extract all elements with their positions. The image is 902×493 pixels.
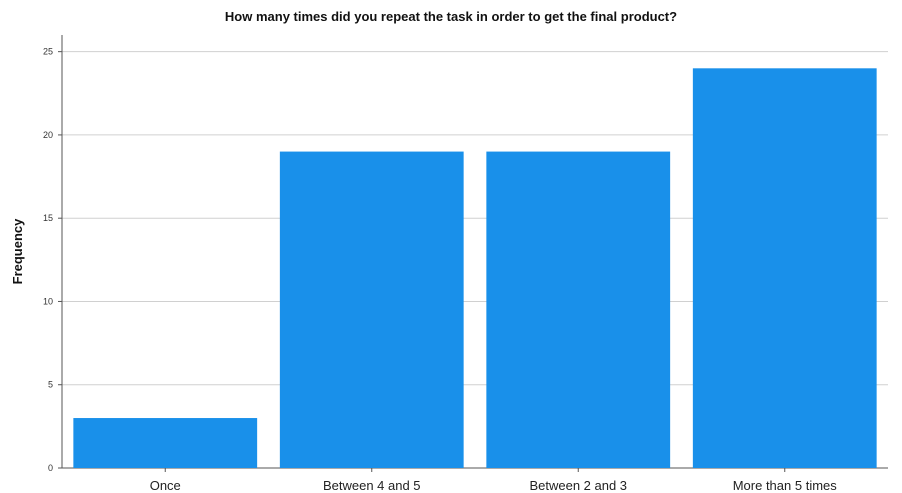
bars bbox=[73, 68, 877, 469]
y-tick-label: 10 bbox=[43, 296, 53, 306]
x-tick-label: Between 2 and 3 bbox=[529, 478, 627, 493]
bar-between-2-and-3 bbox=[486, 151, 671, 469]
bar-once bbox=[73, 418, 258, 468]
x-tick-label: Once bbox=[150, 478, 181, 493]
x-tick-label: More than 5 times bbox=[733, 478, 838, 493]
y-tick-label: 20 bbox=[43, 130, 53, 140]
x-tick-label: Between 4 and 5 bbox=[323, 478, 421, 493]
y-tick-label: 5 bbox=[48, 380, 53, 390]
y-tick-label: 15 bbox=[43, 213, 53, 223]
y-tick-label: 0 bbox=[48, 463, 53, 473]
bar-between-4-and-5 bbox=[279, 151, 464, 469]
bar-more-than-5-times bbox=[692, 68, 877, 469]
y-ticks: 0 5 10 15 20 25 bbox=[43, 47, 62, 473]
x-tick-labels: Once Between 4 and 5 Between 2 and 3 More t… bbox=[150, 468, 838, 493]
y-axis-label: Frequency bbox=[10, 218, 25, 285]
chart-title: How many times did you repeat the task i… bbox=[224, 9, 678, 24]
y-tick-label: 25 bbox=[43, 47, 53, 57]
